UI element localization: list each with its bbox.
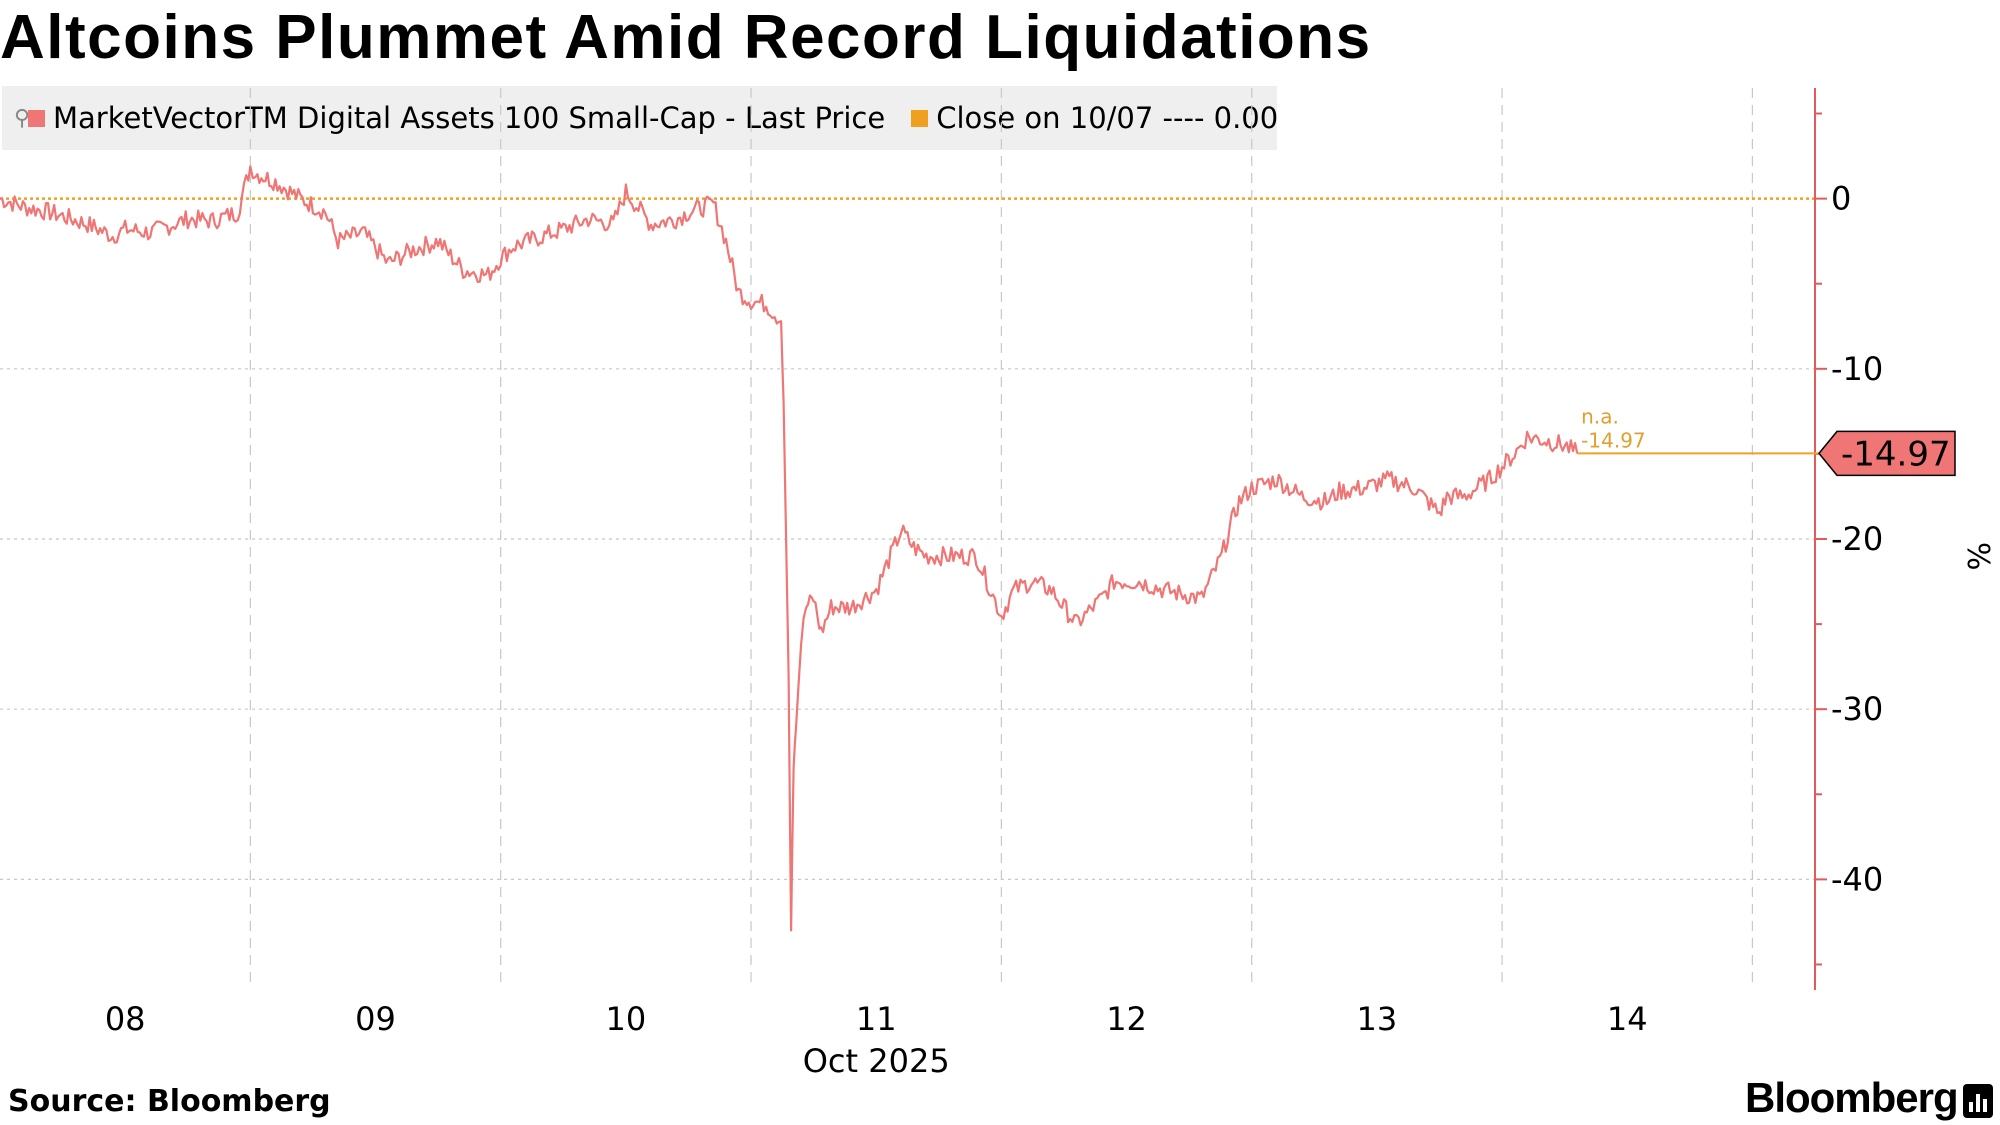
- y-tick-label: -20: [1831, 520, 1883, 558]
- legend-item-close: Close on 10/07 ---- 0.00: [911, 101, 1278, 135]
- x-tick-labels: 08 09 10 11 12 13 14 Oct 2025: [105, 1000, 1648, 1080]
- na-label: n.a.: [1581, 404, 1619, 428]
- y-tick-label: -40: [1831, 860, 1883, 898]
- legend-swatch-close: [911, 109, 929, 127]
- source-note: Source: Bloomberg: [8, 1084, 331, 1119]
- chart-title: Altcoins Plummet Amid Record Liquidation…: [0, 3, 1372, 72]
- x-tick-label: 14: [1607, 1000, 1648, 1038]
- legend-swatch-series: [28, 109, 45, 127]
- x-tick-label: 08: [105, 1000, 146, 1038]
- last-value-badge: [1818, 430, 1956, 477]
- x-tick-label: 10: [606, 1000, 647, 1038]
- x-tick-label: 09: [355, 1000, 396, 1038]
- x-tick-label: 13: [1357, 1000, 1398, 1038]
- y-tick-labels: 0 -10 -20 -30 -40%: [1831, 180, 1995, 899]
- last-value-label: -14.97: [1841, 434, 1951, 474]
- close-small-label: -14.97: [1581, 428, 1645, 452]
- x-tick-label: 11: [856, 1000, 897, 1038]
- y-tick-label: -10: [1831, 350, 1883, 388]
- legend: ⚲ MarketVectorTM Digital Assets 100 Smal…: [2, 86, 1278, 150]
- brand-logo: Bloomberg: [1745, 1074, 1959, 1121]
- y-tick-label: -30: [1831, 690, 1883, 728]
- bloomberg-icon: [1963, 1084, 1993, 1118]
- y-axis: [1814, 88, 1827, 990]
- series-line-main: [0, 165, 1579, 932]
- pin-icon[interactable]: ⚲: [14, 105, 31, 131]
- y-axis-label: %: [1960, 542, 1995, 571]
- grid-lines: [0, 368, 1815, 880]
- y-tick-label: 0: [1831, 180, 1851, 218]
- x-axis-sublabel: Oct 2025: [803, 1042, 950, 1080]
- legend-item-series: MarketVectorTM Digital Assets 100 Small-…: [28, 101, 885, 135]
- series-layer: [0, 165, 1579, 932]
- x-tick-label: 12: [1106, 1000, 1147, 1038]
- legend-label-series: MarketVectorTM Digital Assets 100 Small-…: [53, 101, 886, 135]
- x-grid-lines: [249, 88, 1754, 984]
- annotations: n.a.-14.97 -14.97: [1577, 404, 1956, 477]
- legend-label-close: Close on 10/07 ---- 0.00: [936, 101, 1279, 135]
